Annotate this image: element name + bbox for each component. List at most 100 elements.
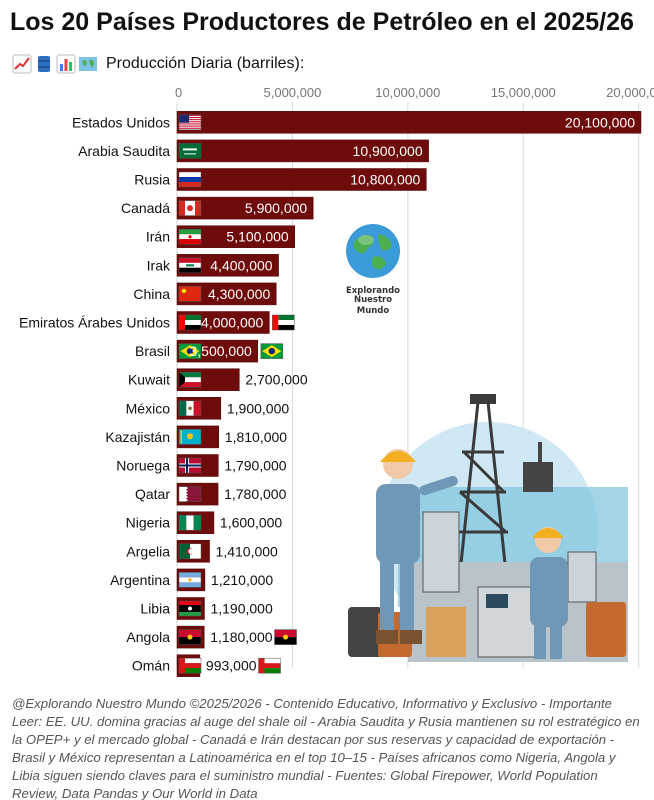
value-label: 1,410,000 [216, 543, 278, 559]
flag-ao-icon [178, 629, 202, 645]
x-tick-label: 20,000,000 [606, 85, 654, 100]
bar-row: Emiratos Árabes Unidos 4,000,000 [19, 311, 295, 334]
flag-iq-icon [178, 257, 202, 274]
value-label: 10,900,000 [353, 143, 423, 159]
bars-layer: Estados Unidos 20,100,000 Arabia Saudita 10… [19, 111, 642, 677]
category-label: China [133, 286, 170, 302]
bar-row: Irak 4,400,000 [147, 254, 279, 277]
category-label: Kuwait [128, 372, 170, 388]
value-label: 20,100,000 [565, 114, 635, 130]
bar-row: Argentina 1,210,000 [110, 568, 273, 592]
flag-ru-icon [178, 171, 202, 188]
value-label: 1,210,000 [211, 572, 273, 588]
oil-workers-illustration [348, 394, 628, 662]
bar-chart: 0 5,000,000 10,000,000 15,000,000 20,000,000… [19, 85, 654, 677]
flag-ar-icon [178, 572, 202, 588]
bar-chart-icon [56, 54, 76, 74]
flag-ao-outside-icon [274, 629, 297, 645]
bar [176, 225, 295, 248]
brand-logo: Explorando Nuestro Mundo [330, 222, 416, 316]
category-label: Argentina [110, 572, 170, 588]
bar-row: Kuwait 2,700,000 [128, 368, 308, 391]
footer-note: @Explorando Nuestro Mundo ©2025/2026 - C… [12, 696, 640, 800]
bar-row: Angola 1,180,000 [126, 625, 297, 649]
bar-row: China 4,300,000 [133, 282, 277, 306]
flag-sa-icon [178, 143, 202, 159]
flag-om-icon [178, 657, 202, 674]
category-label: México [126, 400, 171, 416]
flag-kw-icon [178, 371, 202, 388]
category-label: Angola [126, 629, 170, 645]
value-label: 1,790,000 [224, 458, 286, 474]
x-tick-label: 10,000,000 [375, 85, 440, 100]
bar-row: Arabia Saudita 10,900,000 [78, 139, 429, 163]
bar-row: Qatar 1,780,000 [135, 482, 287, 506]
flag-br-outside-icon [260, 343, 284, 359]
category-label: Nigeria [126, 515, 171, 531]
bar [176, 196, 314, 220]
bar [176, 254, 279, 277]
flag-br-icon [178, 343, 202, 359]
category-label: Irak [147, 257, 171, 273]
subtitle-row: Producción Diaria (barriles): [12, 52, 304, 76]
category-label: Arabia Saudita [78, 143, 170, 159]
page-title: Los 20 Países Productores de Petróleo en… [10, 8, 634, 36]
oil-drum-icon [34, 54, 54, 74]
value-label: 1,180,000 [210, 629, 272, 645]
category-label: Estados Unidos [72, 114, 170, 130]
category-label: Rusia [134, 172, 170, 188]
value-label: 1,900,000 [227, 400, 289, 416]
logo-text-line1: Explorando Nuestro [345, 286, 401, 305]
bar [176, 282, 277, 306]
category-label: Kazajistán [105, 429, 170, 445]
category-label: Libia [140, 601, 170, 617]
flag-qa-icon [178, 486, 202, 502]
x-tick-label: 0 [175, 85, 182, 100]
bar-row: Rusia 10,800,000 [134, 168, 427, 191]
category-label: Noruega [116, 458, 170, 474]
value-label: 993,000 [206, 658, 257, 674]
bar-row: Estados Unidos 20,100,000 [72, 111, 642, 134]
bar-row: Brasil 3,500,000 [135, 339, 284, 363]
flag-kz-icon [178, 429, 202, 445]
category-label: Irán [146, 229, 170, 245]
bar-row: Argelia 1,410,000 [126, 540, 278, 563]
bar-row: Irán 5,100,000 [146, 225, 295, 248]
bar [176, 111, 642, 134]
chart-subtitle: Producción Diaria (barriles): [106, 55, 305, 72]
flag-ae-icon [178, 314, 202, 331]
world-map-icon [78, 54, 98, 74]
category-label: Brasil [135, 343, 170, 359]
bar [176, 139, 429, 163]
x-tick-label: 15,000,000 [491, 85, 556, 100]
flag-dz-icon [178, 543, 202, 560]
flag-ae-outside-icon [272, 314, 295, 331]
value-label: 4,300,000 [208, 286, 270, 302]
category-label: Canadá [121, 200, 170, 216]
value-label: 1,600,000 [220, 515, 282, 531]
flag-us-icon [178, 114, 202, 131]
bar-row: Nigeria 1,600,000 [126, 511, 282, 534]
value-label: 5,100,000 [226, 229, 288, 245]
x-axis: 0 5,000,000 10,000,000 15,000,000 20,000,000 [175, 85, 654, 100]
flag-ly-icon [178, 600, 202, 617]
bar [176, 168, 427, 191]
bar-row: Libia 1,190,000 [140, 597, 273, 620]
logo-text-line2: Mundo [356, 306, 390, 316]
category-label: Qatar [135, 486, 170, 502]
bar-row: Kazajistán 1,810,000 [105, 425, 287, 449]
value-label: 1,810,000 [225, 429, 287, 445]
category-label: Emiratos Árabes Unidos [19, 315, 170, 331]
value-label: 1,780,000 [224, 486, 286, 502]
value-label: 5,900,000 [245, 200, 307, 216]
value-label: 4,400,000 [210, 257, 272, 273]
bar-row: Canadá 5,900,000 [121, 196, 314, 220]
bar-row: México 1,900,000 [126, 397, 289, 420]
bar-row: Omán 993,000 [132, 654, 281, 677]
category-label: Argelia [126, 543, 170, 559]
value-label: 3,500,000 [189, 343, 251, 359]
flag-ir-icon [178, 228, 202, 245]
flag-ng-icon [178, 514, 202, 531]
flag-no-icon [178, 457, 202, 474]
category-label: Omán [132, 658, 170, 674]
